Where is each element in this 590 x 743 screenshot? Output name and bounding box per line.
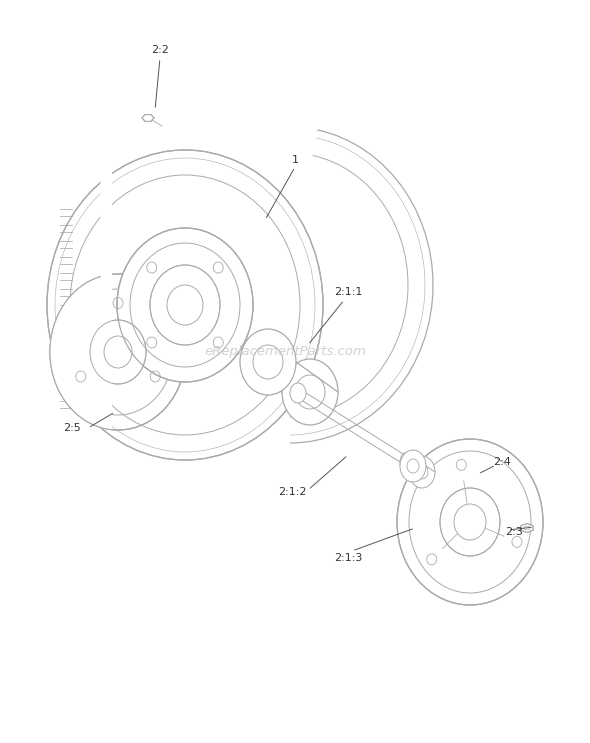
- Text: 2:3: 2:3: [505, 527, 523, 537]
- Ellipse shape: [117, 228, 253, 382]
- Text: 1: 1: [291, 155, 299, 165]
- Ellipse shape: [150, 265, 220, 345]
- Ellipse shape: [397, 439, 543, 605]
- Text: 2:2: 2:2: [151, 45, 169, 55]
- Text: eReplacementParts.com: eReplacementParts.com: [204, 345, 366, 359]
- Ellipse shape: [90, 320, 146, 384]
- Ellipse shape: [50, 274, 186, 430]
- Ellipse shape: [400, 452, 416, 472]
- Text: 2:1:3: 2:1:3: [334, 553, 362, 563]
- Polygon shape: [521, 524, 533, 533]
- Ellipse shape: [409, 456, 435, 488]
- Text: 2:1:1: 2:1:1: [334, 287, 362, 297]
- Ellipse shape: [440, 488, 500, 556]
- Ellipse shape: [282, 359, 338, 425]
- Ellipse shape: [47, 150, 323, 460]
- Ellipse shape: [400, 450, 426, 482]
- Ellipse shape: [240, 329, 296, 395]
- Text: 2:1:2: 2:1:2: [278, 487, 306, 497]
- Text: 2:4: 2:4: [493, 457, 511, 467]
- Text: 2:5: 2:5: [63, 423, 81, 433]
- Ellipse shape: [290, 383, 306, 403]
- Polygon shape: [142, 114, 154, 121]
